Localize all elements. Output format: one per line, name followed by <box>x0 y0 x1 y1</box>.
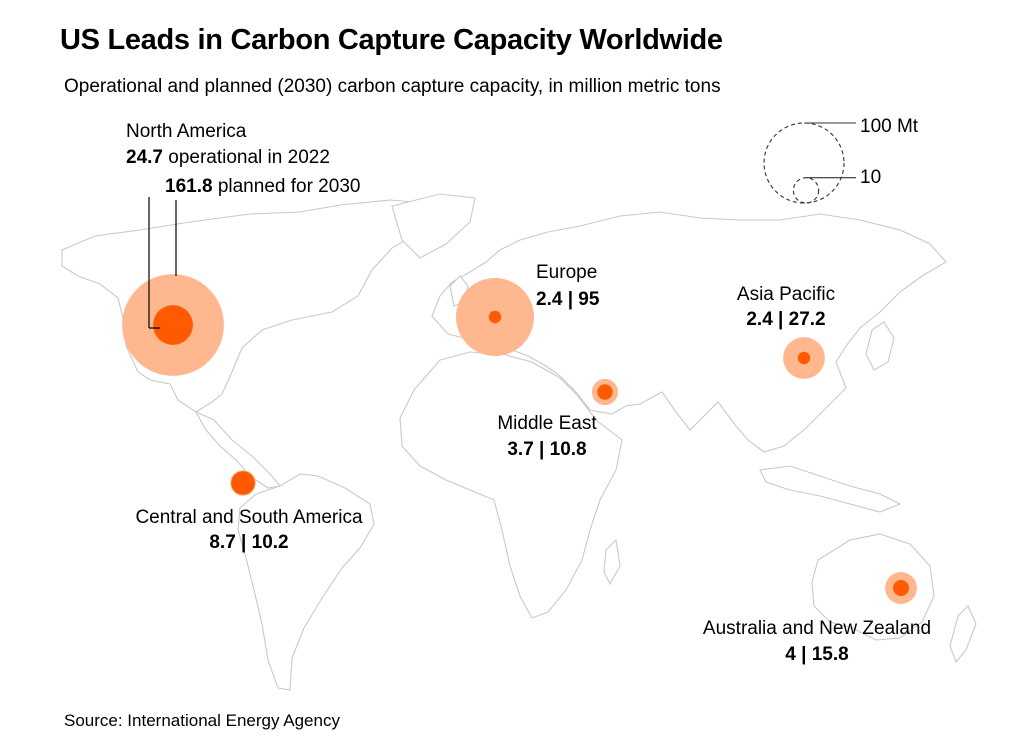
region-name-central-south-america: Central and South America <box>135 507 363 528</box>
na-operational-value: 24.7 <box>126 147 163 168</box>
land-north-america <box>61 199 441 413</box>
page-title: US Leads in Carbon Capture Capacity Worl… <box>60 24 723 56</box>
legend-circle-small <box>792 177 820 204</box>
region-values-asia-pacific: 2.4 | 27.2 <box>746 309 825 330</box>
land-greenland <box>391 193 476 259</box>
bubble-operational-europe <box>488 310 502 324</box>
bubble-operational-central-and-south-america <box>231 471 255 495</box>
page-subtitle: Operational and planned (2030) carbon ca… <box>64 76 721 97</box>
region-label-middle-east: Middle East 3.7 | 10.8 <box>497 413 597 460</box>
bubble-operational-asia-pacific <box>797 351 811 365</box>
region-values-middle-east: 3.7 | 10.8 <box>507 439 586 460</box>
source-note: Source: International Energy Agency <box>64 711 340 730</box>
land-central-america <box>194 410 282 489</box>
land-japan <box>865 321 895 371</box>
region-label-central-south-america: Central and South America 8.7 | 10.2 <box>135 507 363 553</box>
na-planned-value: 161.8 <box>165 176 213 197</box>
region-values-central-south-america: 8.7 | 10.2 <box>209 532 288 553</box>
region-label-europe: Europe 2.4 | 95 <box>536 262 600 310</box>
bubble-operational-middle-east <box>597 384 613 400</box>
land-eurasia <box>431 211 947 453</box>
region-values-australia-nz: 4 | 15.8 <box>785 644 848 665</box>
region-values-europe: 2.4 | 95 <box>536 289 600 310</box>
na-operational-text: operational in 2022 <box>163 147 330 168</box>
region-name-middle-east: Middle East <box>497 413 597 434</box>
bubble-operational-north-america <box>153 305 193 345</box>
size-legend: 100 Mt 10 <box>763 116 919 204</box>
land-australia <box>811 533 935 641</box>
region-label-australia-nz: Australia and New Zealand 4 | 15.8 <box>703 618 931 665</box>
legend-label-large: 100 Mt <box>860 116 919 137</box>
region-label-asia-pacific: Asia Pacific 2.4 | 27.2 <box>737 284 835 330</box>
na-planned-line: 161.8 planned for 2030 <box>165 176 360 197</box>
land-madagascar <box>603 538 621 586</box>
legend-label-small: 10 <box>860 167 881 188</box>
region-name-asia-pacific: Asia Pacific <box>737 284 835 305</box>
land-new-zealand <box>949 605 977 664</box>
bubble-operational-australia-and-new-zealand <box>893 580 909 596</box>
land-south-america <box>237 473 375 691</box>
landmasses <box>61 193 977 691</box>
north-america-annotation: North America 24.7 operational in 2022 1… <box>126 121 360 197</box>
na-operational-line: 24.7 operational in 2022 <box>126 147 330 168</box>
bubble-layer <box>122 274 917 604</box>
na-planned-text: planned for 2030 <box>213 176 361 197</box>
region-name-north-america: North America <box>126 121 247 142</box>
region-name-europe: Europe <box>536 262 597 283</box>
land-southeast-asia-islands <box>759 465 902 513</box>
legend-circle-large <box>763 122 845 204</box>
land-africa <box>399 351 623 619</box>
region-name-australia-nz: Australia and New Zealand <box>703 618 931 639</box>
